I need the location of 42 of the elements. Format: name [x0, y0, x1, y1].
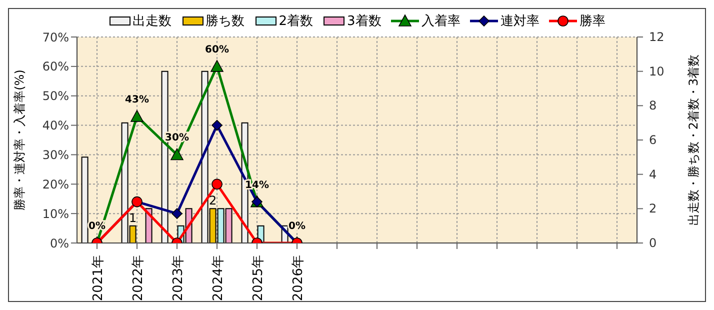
- point: [212, 120, 222, 131]
- point: [130, 110, 144, 122]
- data-label: 2: [208, 194, 217, 208]
- point: [210, 60, 224, 72]
- x-tick-label: 2025年: [251, 255, 266, 302]
- legend-label: 2着数: [278, 13, 313, 30]
- legend-label: 勝率: [579, 13, 606, 30]
- point: [172, 208, 182, 219]
- y-tick-label: 0%: [50, 236, 69, 250]
- y2-tick-label: 4: [649, 167, 657, 182]
- x-tick-label: 2021年: [91, 255, 106, 302]
- legend-label: 連対率: [500, 13, 540, 30]
- x-tick-label: 2023年: [171, 255, 186, 302]
- y-tick-label: 60%: [42, 60, 69, 74]
- data-label: 1: [128, 210, 137, 225]
- data-label: 60%: [205, 44, 229, 56]
- y-tick-label: 30%: [42, 148, 69, 162]
- point: [212, 178, 222, 190]
- point: [170, 148, 184, 160]
- y2-axis-title: 出走数・勝ち数・2着数・3着数: [686, 54, 700, 226]
- y-tick-label: 10%: [42, 206, 69, 221]
- x-tick-label: 2022年: [131, 255, 146, 302]
- y2-tick-label: 6: [649, 133, 657, 147]
- bar: [81, 156, 88, 243]
- y-tick-label: 50%: [42, 89, 69, 104]
- y2-tick-label: 10: [649, 64, 664, 78]
- y2-tick-label: 12: [649, 30, 664, 44]
- legend-label: 勝ち数: [206, 13, 245, 30]
- legend-label: 3着数: [347, 13, 382, 30]
- y-tick-label: 40%: [42, 118, 69, 133]
- legend-label: 入着率: [421, 13, 460, 30]
- data-label: 0%: [288, 221, 306, 232]
- x-tick-label: 2026年: [291, 255, 306, 302]
- y-axis-title: 勝率・連対率・入着率(%): [12, 70, 26, 210]
- data-label: 43%: [125, 94, 149, 106]
- y2-tick-label: 2: [649, 202, 657, 216]
- y-tick-label: 70%: [42, 30, 69, 44]
- y2-tick-label: 8: [649, 98, 657, 113]
- legend-label: 出走数: [132, 13, 172, 30]
- y2-tick-label: 0: [649, 236, 657, 250]
- x-tick-label: 2024年: [211, 255, 226, 302]
- y-tick-label: 20%: [42, 177, 69, 192]
